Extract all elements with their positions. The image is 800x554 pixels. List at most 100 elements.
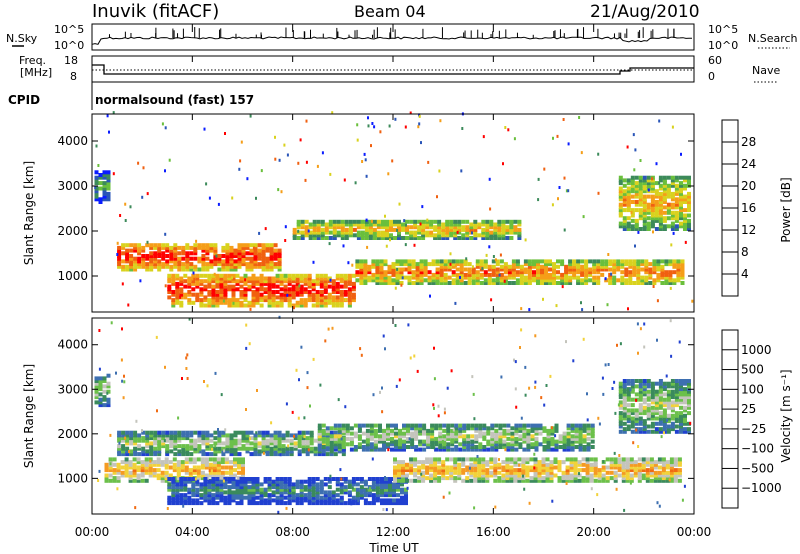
echo-cell (517, 233, 522, 238)
echo-cell (223, 490, 228, 495)
echo-cell (650, 178, 655, 183)
echo-cell (369, 445, 374, 449)
echo-cell (308, 222, 313, 227)
echo-cell (382, 439, 386, 444)
echo-cell (656, 275, 661, 280)
echo-cell (404, 493, 408, 498)
echo-cell (124, 436, 127, 440)
echo-cell (185, 267, 190, 272)
echo-cell (312, 236, 317, 240)
echo-cell (422, 447, 427, 452)
echo-cell (247, 279, 252, 284)
echo-cell (426, 218, 429, 222)
echo-cell (630, 178, 635, 183)
echo-cell (633, 168, 636, 172)
echo-cell (171, 300, 176, 305)
echo-cell (223, 298, 228, 303)
echo-cell (304, 178, 307, 182)
echo-cell (347, 479, 352, 484)
echo-cell (277, 251, 282, 256)
echo-cell (295, 485, 300, 490)
echo-cell (427, 270, 432, 275)
echo-cell (554, 447, 559, 452)
echo-cell (267, 303, 272, 308)
echo-cell (185, 243, 190, 248)
echo-cell (217, 202, 220, 206)
echo-cell (469, 227, 474, 232)
echo-cell (351, 284, 356, 289)
echo-cell (552, 267, 556, 272)
echo-cell (363, 482, 368, 487)
echo-cell (347, 300, 352, 305)
echo-cell (305, 441, 310, 446)
echo-cell (393, 473, 397, 478)
echo-cell (365, 434, 370, 439)
echo-cell (613, 462, 618, 467)
echo-cell (255, 477, 260, 481)
echo-cell (261, 264, 266, 269)
echo-cell (489, 219, 494, 224)
echo-cell (608, 275, 613, 280)
echo-cell (406, 431, 410, 436)
echo-cell (439, 278, 444, 283)
echo-cell (473, 225, 478, 230)
echo-cell (471, 272, 476, 277)
echo-cell (513, 225, 518, 230)
echo-cell (537, 470, 542, 475)
echo-cell (658, 389, 663, 394)
echo-cell (670, 243, 673, 247)
echo-cell (305, 430, 310, 435)
echo-cell (497, 227, 502, 232)
echo-cell (224, 465, 229, 470)
echo-cell (387, 264, 392, 269)
echo-cell (429, 460, 434, 465)
echo-cell (556, 281, 560, 285)
echo-cell (164, 473, 169, 478)
echo-cell (189, 438, 194, 443)
echo-cell (102, 170, 107, 175)
echo-cell (608, 267, 613, 272)
echo-cell (129, 262, 134, 267)
echo-cell (259, 276, 264, 281)
echo-cell (403, 259, 408, 264)
echo-cell (646, 183, 651, 188)
echo-cell (642, 175, 647, 180)
echo-cell (498, 431, 503, 436)
echo-cell (225, 436, 230, 441)
echo-cell (371, 482, 376, 487)
echo-cell (235, 487, 240, 492)
echo-cell (658, 392, 663, 397)
echo-cell (455, 278, 460, 283)
echo-cell (137, 264, 142, 269)
echo-cell (279, 276, 284, 281)
echo-cell (466, 426, 471, 431)
echo-cell (205, 182, 208, 186)
echo-cell (299, 279, 304, 284)
echo-cell (517, 457, 522, 462)
echo-cell (221, 245, 226, 250)
echo-cell (141, 262, 146, 267)
echo-cell (404, 501, 408, 506)
echo-cell (348, 227, 353, 232)
echo-cell (449, 227, 454, 232)
echo-cell (273, 441, 278, 446)
echo-cell (116, 468, 121, 473)
echo-cell (371, 479, 376, 484)
echo-cell (552, 136, 554, 140)
echo-cell (316, 227, 321, 232)
echo-cell (153, 262, 158, 267)
echo-cell (413, 460, 418, 465)
echo-cell (141, 429, 143, 433)
echo-cell (177, 267, 182, 272)
echo-cell (300, 345, 303, 349)
echo-cell (141, 248, 146, 253)
echo-cell (437, 227, 442, 232)
echo-cell (680, 275, 685, 280)
echo-cell (650, 224, 655, 229)
echo-cell (683, 400, 687, 405)
echo-cell (654, 392, 659, 397)
echo-cell (233, 267, 238, 272)
echo-cell (149, 251, 154, 256)
echo-cell (554, 423, 559, 428)
echo-cell (661, 457, 666, 462)
